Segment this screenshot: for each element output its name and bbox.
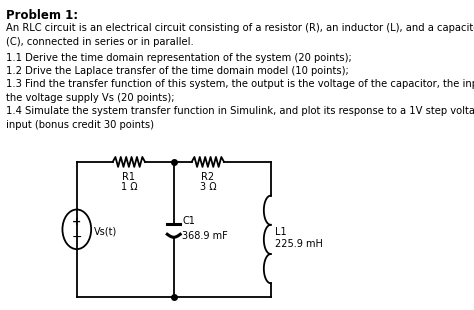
Text: 1.3 Find the transfer function of this system, the output is the voltage of the : 1.3 Find the transfer function of this s… [6,79,474,103]
Text: −: − [72,231,82,244]
Text: 1.4 Simulate the system transfer function in Simulink, and plot its response to : 1.4 Simulate the system transfer functio… [6,106,474,131]
Text: +: + [72,217,82,228]
Text: 1 Ω: 1 Ω [120,182,137,192]
Text: L1: L1 [275,227,287,237]
Text: 3 Ω: 3 Ω [200,182,216,192]
Text: 1.2 Drive the Laplace transfer of the time domain model (10 points);: 1.2 Drive the Laplace transfer of the ti… [6,66,348,76]
Text: Problem 1:: Problem 1: [6,9,78,22]
Text: R2: R2 [201,172,214,182]
Text: Vs(t): Vs(t) [94,226,117,236]
Text: R1: R1 [122,172,136,182]
Text: 225.9 mH: 225.9 mH [275,239,323,249]
Text: 1.1 Derive the time domain representation of the system (20 points);: 1.1 Derive the time domain representatio… [6,53,351,63]
Text: An RLC circuit is an electrical circuit consisting of a resistor (R), an inducto: An RLC circuit is an electrical circuit … [6,23,474,47]
Text: C1: C1 [182,216,195,226]
Text: 368.9 mF: 368.9 mF [182,231,228,241]
